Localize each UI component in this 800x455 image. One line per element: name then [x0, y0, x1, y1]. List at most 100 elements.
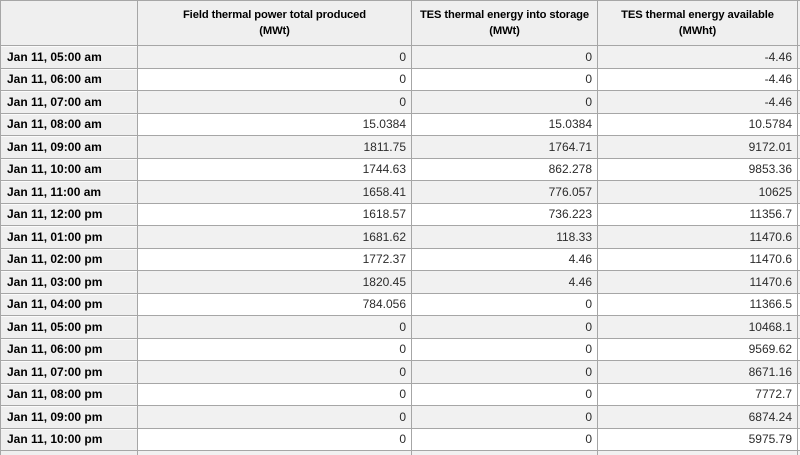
- data-cell-r8-c2[interactable]: 11470.6: [598, 226, 797, 248]
- clipped-cell: [798, 91, 800, 113]
- data-cell-r11-c1[interactable]: 0: [412, 293, 597, 315]
- row-label-5[interactable]: Jan 11, 10:00 am: [1, 158, 137, 180]
- data-cell-r0-c0[interactable]: 0: [138, 46, 411, 68]
- row-label-14[interactable]: Jan 11, 07:00 pm: [1, 361, 137, 383]
- data-cell-r9-c0[interactable]: 1772.37: [138, 248, 411, 270]
- data-cell-r16-c1[interactable]: 0: [412, 406, 597, 428]
- column-header-2[interactable]: TES thermal energy available (MWht): [598, 1, 797, 45]
- data-cell-r4-c2[interactable]: 9172.01: [598, 136, 797, 158]
- data-cell-r2-c1[interactable]: 0: [412, 91, 597, 113]
- data-cell-r10-c1[interactable]: 4.46: [412, 271, 597, 293]
- data-cell-r5-c2[interactable]: 9853.36: [598, 158, 797, 180]
- data-cell-r12-c2[interactable]: 10468.1: [598, 316, 797, 338]
- clipped-cell: [798, 383, 800, 405]
- clipped-cell: [798, 406, 800, 428]
- clipped-cell: [798, 226, 800, 248]
- data-cell-r11-c2[interactable]: 11366.5: [598, 293, 797, 315]
- clipped-cell: [798, 338, 800, 360]
- data-cell-r15-c2[interactable]: 7772.7: [598, 383, 797, 405]
- data-cell-r6-c0[interactable]: 1658.41: [138, 181, 411, 203]
- row-label-6[interactable]: Jan 11, 11:00 am: [1, 181, 137, 203]
- row-label-13[interactable]: Jan 11, 06:00 pm: [1, 338, 137, 360]
- column-header-0[interactable]: Field thermal power total produced (MWt): [138, 1, 411, 45]
- row-label-9[interactable]: Jan 11, 02:00 pm: [1, 248, 137, 270]
- data-cell-r10-c2[interactable]: 11470.6: [598, 271, 797, 293]
- data-cell-r8-c1[interactable]: 118.33: [412, 226, 597, 248]
- data-cell-r17-c2[interactable]: 5975.79: [598, 428, 797, 450]
- row-label-11[interactable]: Jan 11, 04:00 pm: [1, 293, 137, 315]
- partial-row-cell: [1, 451, 137, 455]
- data-cell-r8-c0[interactable]: 1681.62: [138, 226, 411, 248]
- data-cell-r4-c1[interactable]: 1764.71: [412, 136, 597, 158]
- row-label-3[interactable]: Jan 11, 08:00 am: [1, 113, 137, 135]
- partial-row-cell: [798, 451, 800, 455]
- clipped-cell: [798, 248, 800, 270]
- data-cell-r3-c0[interactable]: 15.0384: [138, 113, 411, 135]
- data-cell-r12-c0[interactable]: 0: [138, 316, 411, 338]
- data-cell-r13-c2[interactable]: 9569.62: [598, 338, 797, 360]
- row-label-10[interactable]: Jan 11, 03:00 pm: [1, 271, 137, 293]
- column-header-title: TES thermal energy into storage: [419, 8, 590, 21]
- row-label-8[interactable]: Jan 11, 01:00 pm: [1, 226, 137, 248]
- data-cell-r3-c1[interactable]: 15.0384: [412, 113, 597, 135]
- row-label-16[interactable]: Jan 11, 09:00 pm: [1, 406, 137, 428]
- data-cell-r6-c1[interactable]: 776.057: [412, 181, 597, 203]
- data-cell-r5-c0[interactable]: 1744.63: [138, 158, 411, 180]
- data-cell-r2-c2[interactable]: -4.46: [598, 91, 797, 113]
- data-cell-r7-c1[interactable]: 736.223: [412, 203, 597, 225]
- row-label-15[interactable]: Jan 11, 08:00 pm: [1, 383, 137, 405]
- clipped-cell: [798, 1, 800, 45]
- column-header-unit: (MWt): [259, 25, 290, 37]
- data-cell-r7-c2[interactable]: 11356.7: [598, 203, 797, 225]
- data-cell-r11-c0[interactable]: 784.056: [138, 293, 411, 315]
- clipped-cell: [798, 181, 800, 203]
- clipped-cell: [798, 158, 800, 180]
- data-cell-r2-c0[interactable]: 0: [138, 91, 411, 113]
- data-cell-r13-c0[interactable]: 0: [138, 338, 411, 360]
- row-label-17[interactable]: Jan 11, 10:00 pm: [1, 428, 137, 450]
- data-cell-r9-c2[interactable]: 11470.6: [598, 248, 797, 270]
- partial-row-cell: [138, 451, 411, 455]
- clipped-cell: [798, 316, 800, 338]
- clipped-cell: [798, 428, 800, 450]
- clipped-cell: [798, 68, 800, 90]
- data-cell-r13-c1[interactable]: 0: [412, 338, 597, 360]
- data-cell-r6-c2[interactable]: 10625: [598, 181, 797, 203]
- data-cell-r12-c1[interactable]: 0: [412, 316, 597, 338]
- data-cell-r3-c2[interactable]: 10.5784: [598, 113, 797, 135]
- row-label-4[interactable]: Jan 11, 09:00 am: [1, 136, 137, 158]
- data-cell-r17-c1[interactable]: 0: [412, 428, 597, 450]
- data-cell-r15-c1[interactable]: 0: [412, 383, 597, 405]
- data-cell-r15-c0[interactable]: 0: [138, 383, 411, 405]
- data-cell-r9-c1[interactable]: 4.46: [412, 248, 597, 270]
- data-cell-r0-c2[interactable]: -4.46: [598, 46, 797, 68]
- data-cell-r1-c2[interactable]: -4.46: [598, 68, 797, 90]
- data-cell-r16-c0[interactable]: 0: [138, 406, 411, 428]
- row-label-12[interactable]: Jan 11, 05:00 pm: [1, 316, 137, 338]
- column-header-1[interactable]: TES thermal energy into storage (MWt): [412, 1, 597, 45]
- row-label-7[interactable]: Jan 11, 12:00 pm: [1, 203, 137, 225]
- data-cell-r0-c1[interactable]: 0: [412, 46, 597, 68]
- data-cell-r16-c2[interactable]: 6874.24: [598, 406, 797, 428]
- data-cell-r14-c1[interactable]: 0: [412, 361, 597, 383]
- data-cell-r14-c2[interactable]: 8671.16: [598, 361, 797, 383]
- data-cell-r14-c0[interactable]: 0: [138, 361, 411, 383]
- column-header-unit: (MWht): [678, 25, 717, 37]
- data-cell-r1-c1[interactable]: 0: [412, 68, 597, 90]
- row-label-2[interactable]: Jan 11, 07:00 am: [1, 91, 137, 113]
- data-cell-r4-c0[interactable]: 1811.75: [138, 136, 411, 158]
- data-cell-r10-c0[interactable]: 1820.45: [138, 271, 411, 293]
- clipped-cell: [798, 46, 800, 68]
- data-cell-r7-c0[interactable]: 1618.57: [138, 203, 411, 225]
- partial-row-cell: [598, 451, 797, 455]
- row-label-1[interactable]: Jan 11, 06:00 am: [1, 68, 137, 90]
- row-label-0[interactable]: Jan 11, 05:00 am: [1, 46, 137, 68]
- data-cell-r17-c0[interactable]: 0: [138, 428, 411, 450]
- clipped-cell: [798, 113, 800, 135]
- data-cell-r5-c1[interactable]: 862.278: [412, 158, 597, 180]
- partial-row-cell: [412, 451, 597, 455]
- corner-cell[interactable]: [1, 1, 137, 45]
- clipped-cell: [798, 136, 800, 158]
- data-cell-r1-c0[interactable]: 0: [138, 68, 411, 90]
